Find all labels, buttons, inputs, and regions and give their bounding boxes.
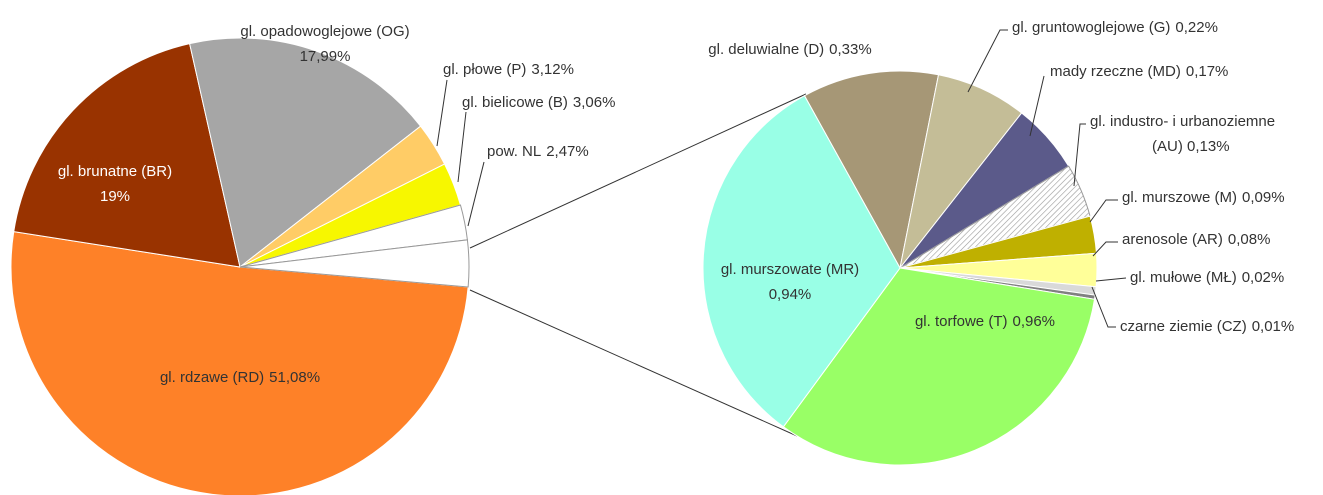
leader-line <box>1092 241 1118 257</box>
value-label: 0,22% <box>1175 19 1218 36</box>
data-label: czarne ziemie (CZ) 0,01% <box>1120 318 1294 335</box>
value-label: 3,06% <box>573 94 616 111</box>
data-label: gl. murszowate (MR) 0,94% <box>721 261 859 303</box>
value-label: 0,02% <box>1242 269 1285 286</box>
leader-line <box>467 161 485 227</box>
value-label: 3,12% <box>531 61 574 78</box>
category-label: mady rzeczne (MD) <box>1050 63 1181 80</box>
connector-line <box>469 289 798 437</box>
value-label: 0,08% <box>1228 231 1271 248</box>
value-label: 0,01% <box>1252 318 1295 335</box>
category-label: gl. industro- i urbanoziemne <box>1090 113 1275 130</box>
category-label: gl. opadowoglejowe (OG) <box>240 23 409 40</box>
value-label: 51,08% <box>269 369 320 386</box>
value-label: 19% <box>100 188 130 205</box>
pie-slice <box>803 70 940 270</box>
data-label: gl. brunatne (BR) 19% <box>58 163 172 205</box>
value-label: 0,09% <box>1242 189 1285 206</box>
data-label: gl. bielicowe (B) 3,06% <box>462 94 615 111</box>
category-label: czarne ziemie (CZ) <box>1120 318 1247 335</box>
value-label: 2,47% <box>546 143 589 160</box>
pie-slice <box>13 43 241 268</box>
leader-line <box>967 29 1008 93</box>
data-label: gl. torfowe (T) 0,96% <box>915 313 1055 330</box>
leader-line <box>436 79 448 147</box>
leader-line <box>1091 286 1116 328</box>
data-label: pow. NL 2,47% <box>487 143 589 160</box>
value-label: 0,17% <box>1186 63 1229 80</box>
category-label: gl. rdzawe (RD) <box>160 369 264 386</box>
leader-line <box>1089 199 1118 223</box>
pie-slice <box>782 267 1096 466</box>
leader-line <box>1073 123 1086 187</box>
category-label: arenosole (AR) <box>1122 231 1223 248</box>
data-label: gl. mułowe (MŁ) 0,02% <box>1130 269 1284 286</box>
value-label: 0,96% <box>1012 313 1055 330</box>
pie-slice <box>702 95 901 428</box>
category-label: gl. murszowe (M) <box>1122 189 1237 206</box>
category-label: gl. murszowate (MR) <box>721 261 859 278</box>
category-label: gl. płowe (P) <box>443 61 526 78</box>
value-label: 0,94% <box>769 286 812 303</box>
data-label: mady rzeczne (MD) 0,17% <box>1050 63 1228 80</box>
data-label: gl. płowe (P) 3,12% <box>443 61 574 78</box>
category-label: gl. gruntowoglejowe (G) <box>1012 19 1170 36</box>
category-label: gl. deluwialne (D) <box>708 41 824 58</box>
leader-line <box>1029 75 1045 137</box>
value-label: 0,33% <box>829 41 872 58</box>
data-label: gl. rdzawe (RD) 51,08% <box>160 369 320 386</box>
data-label: arenosole (AR) 0,08% <box>1122 231 1270 248</box>
connector-line <box>469 93 807 249</box>
value-label: 17,99% <box>300 48 351 65</box>
category-label: gl. brunatne (BR) <box>58 163 172 180</box>
category-label: gl. mułowe (MŁ) <box>1130 269 1237 286</box>
data-label: gl. deluwialne (D) 0,33% <box>708 41 871 58</box>
category-label: gl. bielicowe (B) <box>462 94 568 111</box>
leader-line <box>1095 277 1127 282</box>
data-label: gl. murszowe (M) 0,09% <box>1122 189 1285 206</box>
pie-slice <box>10 231 469 495</box>
data-label: gl. industro- i urbanoziemne (AU) 0,13% <box>1090 113 1275 155</box>
pie-slice <box>239 239 470 288</box>
category-label: pow. NL <box>487 143 541 160</box>
data-label: gl. opadowoglejowe (OG) 17,99% <box>240 23 409 65</box>
category-label: gl. torfowe (T) <box>915 313 1008 330</box>
leader-line <box>457 111 467 183</box>
data-label: gl. gruntowoglejowe (G) 0,22% <box>1012 19 1218 36</box>
value-label: (AU) 0,13% <box>1152 138 1230 155</box>
pie-slice <box>189 37 422 268</box>
